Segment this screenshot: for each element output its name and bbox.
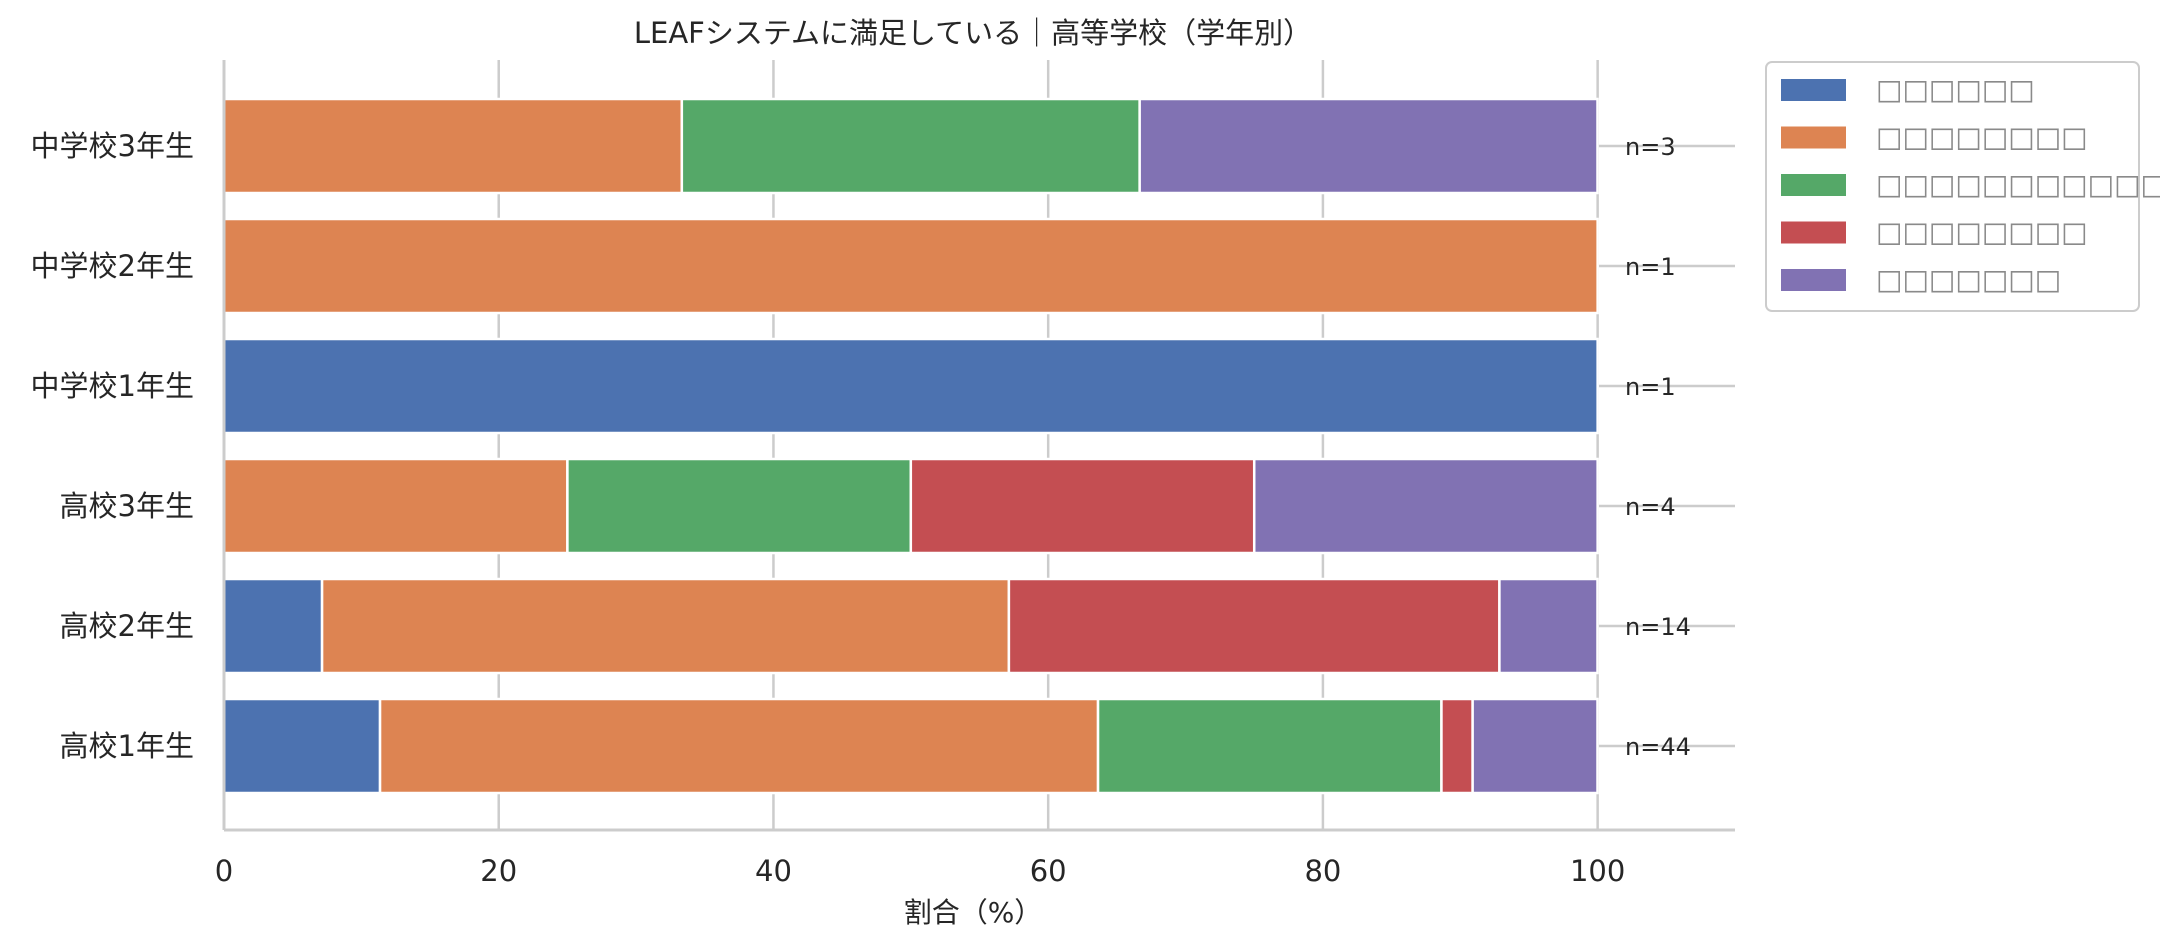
bar-segment-3-2 [567, 459, 910, 553]
x-tick-label-4: 80 [1304, 854, 1341, 888]
x-axis-label: 割合（%） [904, 896, 1043, 929]
x-tick-label-5: 100 [1570, 854, 1625, 888]
n-label-3: n=4 [1625, 493, 1676, 521]
bar-segment-2-0 [224, 339, 1598, 433]
bar-segment-3-4 [1254, 459, 1597, 553]
bar-segment-3-1 [224, 459, 567, 553]
n-label-0: n=3 [1625, 133, 1676, 161]
bar-segment-4-0 [224, 579, 322, 673]
x-tick-labels: 0 20 40 60 80 100 [215, 854, 1626, 888]
legend-label-4: □□□□□□□ [1876, 263, 2061, 296]
y-tick-label-5: 高校1年生 [60, 729, 194, 763]
bar-segment-4-3 [1009, 579, 1500, 673]
n-label-4: n=14 [1625, 613, 1691, 641]
bar-segment-5-3 [1441, 699, 1472, 793]
legend-swatch-2 [1781, 174, 1846, 196]
bars [224, 99, 1598, 793]
y-tick-label-4: 高校2年生 [60, 609, 194, 643]
bar-segment-3-3 [911, 459, 1254, 553]
x-tick-label-1: 20 [480, 854, 517, 888]
bar-segment-1-1 [224, 219, 1598, 313]
chart-title: LEAFシステムに満足している｜高等学校（学年別） [634, 16, 1312, 50]
y-tick-label-0: 中学校3年生 [31, 129, 194, 163]
bar-segment-5-0 [224, 699, 380, 793]
legend-label-0: □□□□□□ [1876, 73, 2035, 106]
bar-segment-0-4 [1140, 99, 1598, 193]
legend-label-2: □□□□□□□□□□□□ [1876, 168, 2160, 201]
y-tick-label-2: 中学校1年生 [31, 369, 194, 403]
legend-label-1: □□□□□□□□ [1876, 121, 2088, 154]
legend-swatch-4 [1781, 269, 1846, 291]
n-label-5: n=44 [1625, 733, 1691, 761]
legend-swatch-0 [1781, 79, 1846, 101]
bar-segment-4-1 [322, 579, 1009, 673]
bar-segment-4-4 [1499, 579, 1597, 673]
bar-segment-0-2 [682, 99, 1140, 193]
n-labels: n=3 n=1 n=1 n=4 n=14 n=44 [1625, 133, 1691, 761]
n-label-1: n=1 [1625, 253, 1676, 281]
bar-segment-5-2 [1098, 699, 1441, 793]
x-tick-label-3: 60 [1030, 854, 1067, 888]
bar-segment-0-1 [224, 99, 682, 193]
bar-segment-5-1 [380, 699, 1098, 793]
bar-segment-5-4 [1473, 699, 1598, 793]
y-tick-label-3: 高校3年生 [60, 489, 194, 523]
legend-swatch-1 [1781, 127, 1846, 149]
x-tick-label-2: 40 [755, 854, 792, 888]
legend-swatch-3 [1781, 222, 1846, 244]
legend-label-3: □□□□□□□□ [1876, 216, 2088, 249]
n-label-2: n=1 [1625, 373, 1676, 401]
x-tick-label-0: 0 [215, 854, 233, 888]
y-tick-label-1: 中学校2年生 [31, 249, 194, 283]
legend: □□□□□□□□□□□□□□□□□□□□□□□□□ □□□□□□□□□□□□□□□… [1766, 62, 2160, 311]
